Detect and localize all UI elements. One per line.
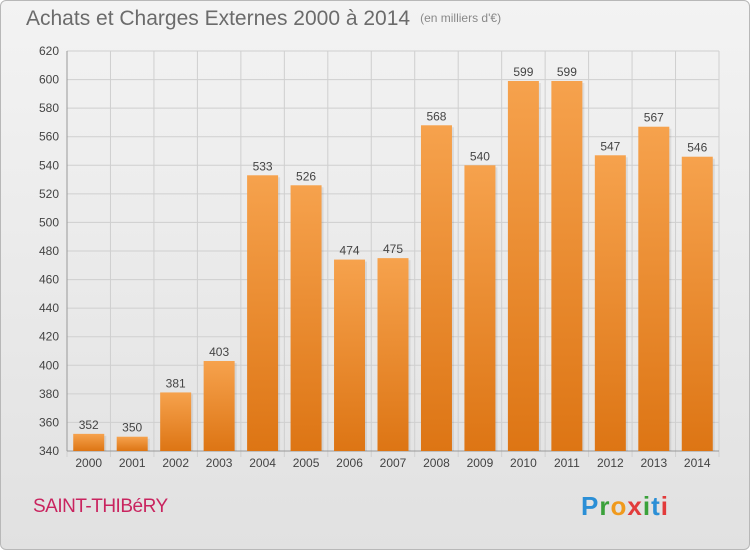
y-tick-label: 540 [39,158,59,172]
bar [247,175,279,452]
title-text: Achats et Charges Externes 2000 à 2014 [26,7,411,30]
data-label: 475 [383,242,403,256]
data-label: 547 [600,139,620,153]
bar [464,165,496,452]
logo-letter: t [651,491,661,521]
bar [638,126,670,451]
x-tick-label: 2001 [119,456,146,470]
data-label: 540 [470,149,490,163]
y-tick-label: 580 [39,101,59,115]
bar [73,433,105,451]
x-tick-label: 2010 [510,456,537,470]
data-label: 350 [122,421,142,435]
data-label: 533 [253,159,273,173]
data-label: 546 [687,141,707,155]
bar [116,436,148,451]
x-tick-label: 2012 [597,456,624,470]
x-tick-label: 2008 [423,456,450,470]
x-tick-label: 2005 [293,456,320,470]
logo-letter: i [660,491,669,521]
x-tick-label: 2007 [380,456,407,470]
data-label: 474 [340,244,360,258]
bar [594,155,626,452]
y-tick-label: 600 [39,73,59,87]
x-tick-label: 2004 [249,456,276,470]
commune-name: SAINT-THIBéRY [33,496,168,517]
data-label: 526 [296,169,316,183]
data-label: 567 [644,111,664,125]
x-tick-label: 2006 [336,456,363,470]
unit-label: (en milliers d'€) [420,11,502,25]
data-label: 403 [209,345,229,359]
x-tick-label: 2003 [206,456,233,470]
bar [290,185,322,452]
data-label: 599 [513,65,533,79]
logo-letter: i [642,491,652,521]
x-tick-label: 2000 [75,456,102,470]
y-tick-label: 560 [39,130,59,144]
y-tick-label: 340 [39,444,59,458]
y-tick-label: 400 [39,358,59,372]
y-tick-label: 620 [39,44,59,58]
bar [551,81,583,451]
bar [160,392,192,451]
bar [334,259,366,451]
bar [507,81,539,451]
chart-title: Achats et Charges Externes 2000 à 2014 (e… [26,7,501,31]
y-tick-label: 520 [39,187,59,201]
x-tick-label: 2009 [467,456,494,470]
logo-letter: o [610,491,628,521]
data-label: 381 [166,376,186,390]
y-tick-label: 460 [39,273,59,287]
y-tick-label: 500 [39,215,59,229]
y-tick-label: 480 [39,244,59,258]
y-tick-label: 440 [39,301,59,315]
bars [73,81,715,452]
logo-letter: x [627,491,643,521]
x-tick-label: 2014 [684,456,711,470]
bar [377,258,409,451]
bar [420,125,452,452]
x-tick-label: 2002 [162,456,189,470]
data-label: 352 [79,418,99,432]
data-label: 568 [426,109,446,123]
data-label: 599 [557,65,577,79]
logo-letter: r [599,491,611,521]
x-tick-label: 2013 [640,456,667,470]
bar [203,361,235,451]
logo-letter: P [581,491,600,521]
labels: 352 2000 350 2001 381 2002 403 2003 533 2004 526 20… [75,65,711,470]
y-tick-label: 360 [39,415,59,429]
proxiti-logo: Proxiti [581,491,669,522]
y-tick-label: 380 [39,387,59,401]
y-tick-label: 420 [39,330,59,344]
x-tick-label: 2011 [554,456,580,470]
bar [681,156,713,451]
